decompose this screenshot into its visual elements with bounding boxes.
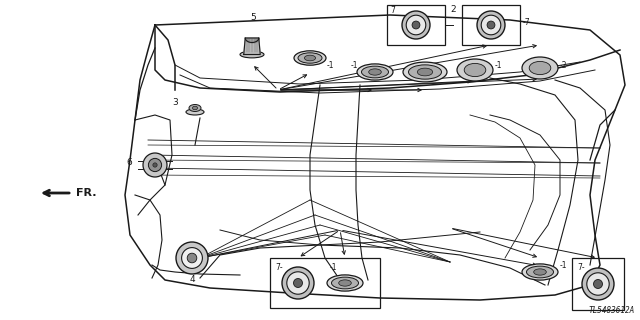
Text: 5: 5 [250, 13, 256, 22]
Ellipse shape [189, 105, 201, 111]
Ellipse shape [529, 61, 551, 75]
Ellipse shape [464, 63, 486, 76]
Ellipse shape [298, 53, 322, 63]
Circle shape [587, 273, 609, 295]
Bar [387, 5, 445, 45]
Circle shape [487, 21, 495, 29]
Circle shape [477, 11, 505, 39]
Ellipse shape [457, 59, 493, 81]
Ellipse shape [527, 266, 554, 278]
Circle shape [402, 11, 430, 39]
Ellipse shape [240, 51, 264, 58]
Text: 6: 6 [126, 158, 132, 167]
Circle shape [143, 153, 167, 177]
Text: -1: -1 [330, 263, 337, 272]
Text: 3: 3 [172, 98, 178, 107]
Polygon shape [244, 38, 260, 54]
Text: -1: -1 [495, 61, 502, 70]
Ellipse shape [369, 69, 381, 75]
Ellipse shape [332, 277, 358, 289]
Text: 7: 7 [390, 6, 395, 15]
Ellipse shape [522, 264, 558, 280]
Circle shape [287, 272, 309, 294]
Text: 2: 2 [450, 5, 456, 14]
Circle shape [282, 267, 314, 299]
Circle shape [153, 163, 157, 167]
Ellipse shape [186, 109, 204, 115]
Text: 4: 4 [189, 275, 195, 284]
Ellipse shape [403, 62, 447, 82]
Ellipse shape [362, 66, 388, 78]
Text: -1: -1 [327, 61, 335, 70]
Ellipse shape [417, 68, 433, 76]
Circle shape [176, 242, 208, 274]
Ellipse shape [339, 280, 351, 286]
Circle shape [593, 280, 602, 289]
Ellipse shape [294, 51, 326, 65]
Text: -1: -1 [560, 261, 568, 270]
Circle shape [187, 253, 197, 263]
Text: 7-: 7- [275, 263, 283, 272]
Ellipse shape [305, 55, 316, 61]
Circle shape [294, 278, 303, 287]
Ellipse shape [327, 275, 363, 291]
Text: 7-: 7- [577, 263, 584, 272]
Ellipse shape [522, 57, 558, 79]
Text: -2: -2 [560, 61, 568, 70]
Circle shape [406, 15, 426, 35]
Bar [270, 258, 380, 308]
Ellipse shape [193, 106, 198, 110]
Circle shape [582, 268, 614, 300]
Text: TL5483612A: TL5483612A [589, 306, 635, 315]
Bar [572, 258, 624, 310]
Circle shape [481, 15, 501, 35]
Circle shape [412, 21, 420, 29]
Circle shape [148, 158, 161, 172]
Text: -7: -7 [523, 18, 531, 27]
Bar [462, 5, 520, 45]
Ellipse shape [534, 269, 547, 275]
Circle shape [182, 248, 202, 268]
Text: FR.: FR. [76, 188, 97, 198]
Ellipse shape [357, 64, 393, 80]
Text: -1: -1 [351, 61, 358, 70]
Ellipse shape [408, 65, 442, 79]
